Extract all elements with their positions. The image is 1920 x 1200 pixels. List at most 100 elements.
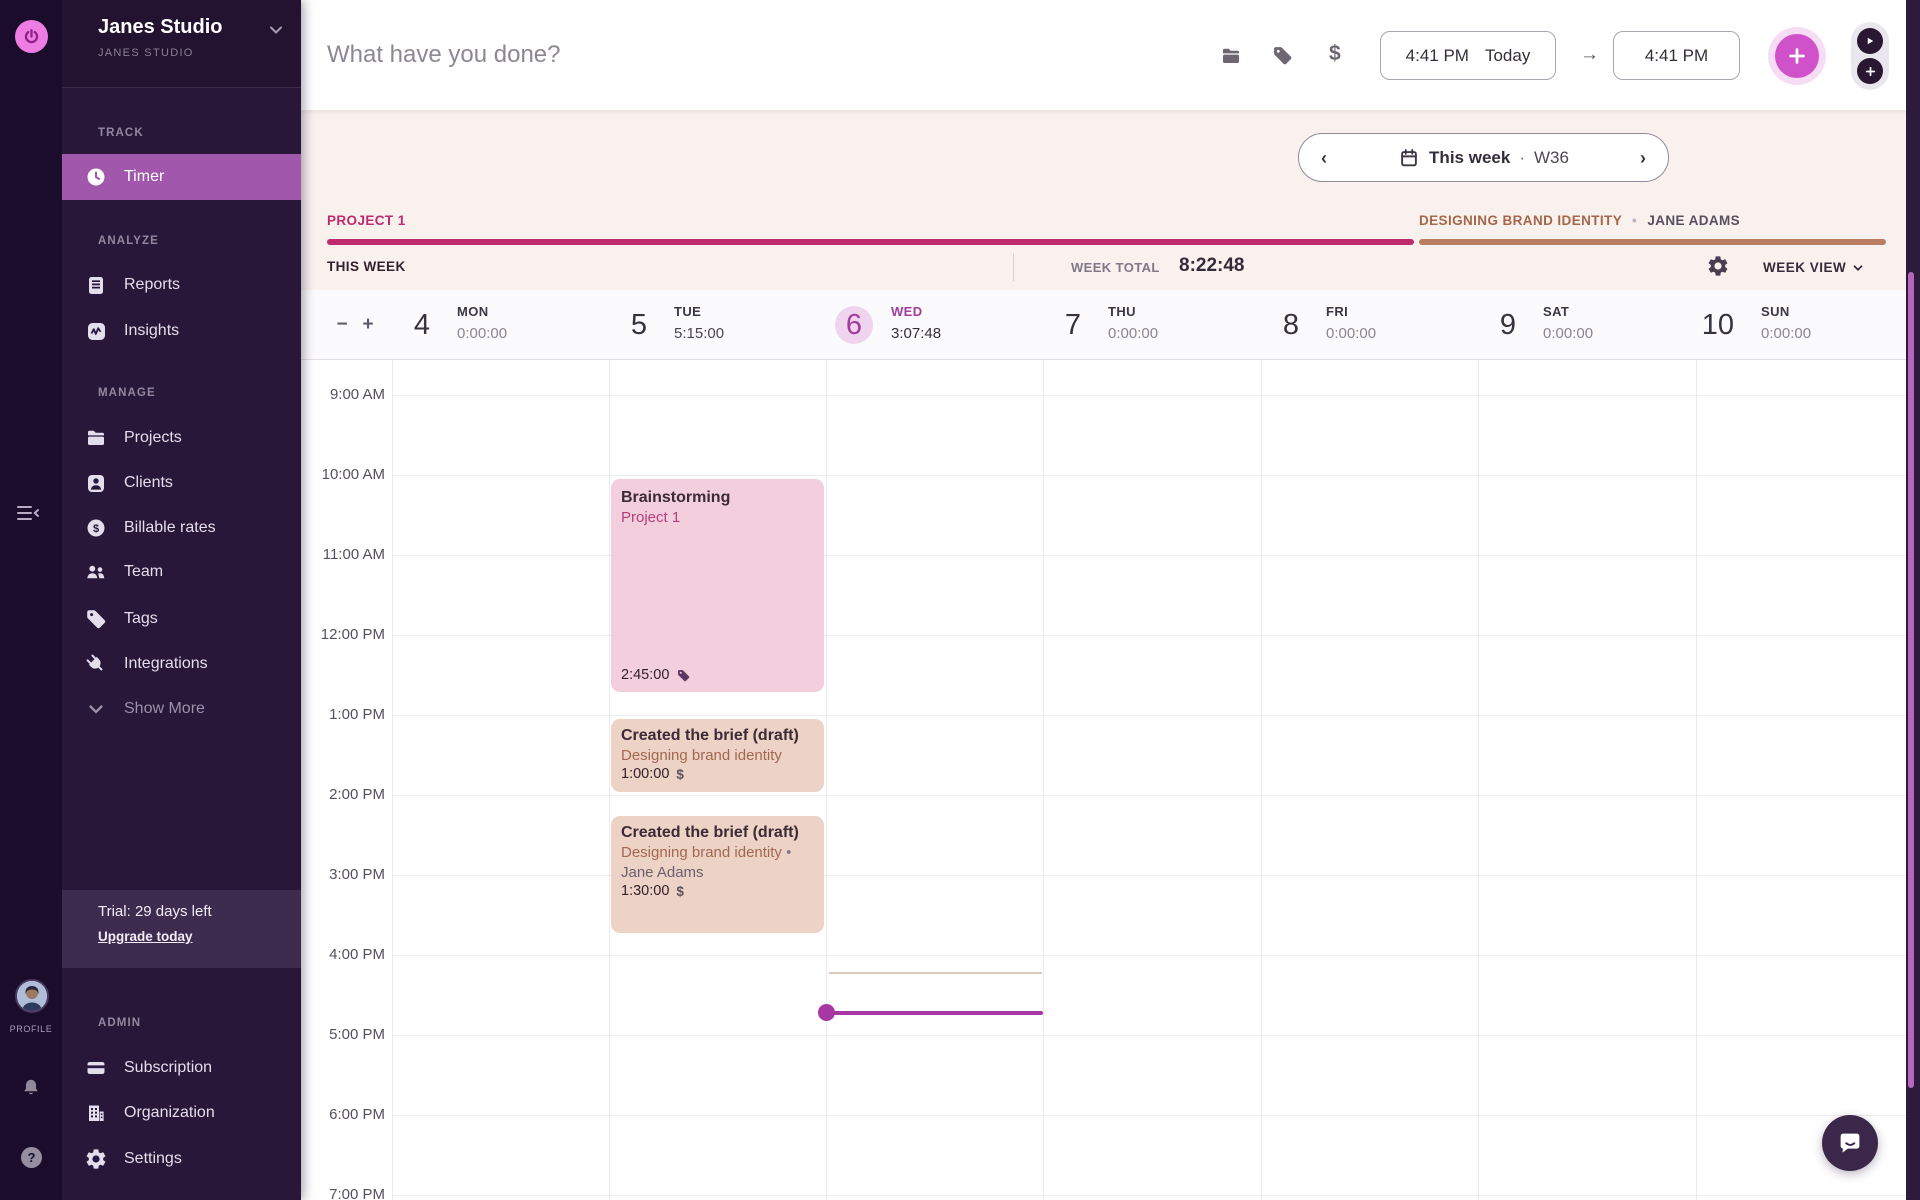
- week-total-value: 8:22:48: [1179, 255, 1245, 276]
- time-entry-brainstorming[interactable]: Brainstorming Project 1 2:45:00: [611, 479, 824, 692]
- billable-button[interactable]: $: [1329, 42, 1341, 66]
- grid-line-horizontal: [392, 875, 1906, 876]
- sidebar-item-show-more[interactable]: Show More: [62, 686, 301, 732]
- project1-label[interactable]: PROJECT 1: [327, 213, 406, 228]
- page-scrollbar-thumb[interactable]: [1908, 272, 1914, 1088]
- entry-duration: 2:45:00: [621, 667, 670, 683]
- end-time-field[interactable]: 4:41 PM: [1613, 31, 1740, 80]
- day-total: 0:00:00: [1326, 325, 1377, 342]
- section-label-admin: ADMIN: [98, 1017, 142, 1029]
- day-number: 8: [1282, 309, 1299, 341]
- brand-power-button[interactable]: [15, 20, 48, 53]
- hour-label: 6:00 PM: [329, 1106, 385, 1123]
- icon-rail: PROFILE ?: [0, 0, 62, 1200]
- notifications-button[interactable]: [20, 1077, 42, 1099]
- page-scrollbar-track: [1906, 0, 1920, 1200]
- sidebar-item-label: Integrations: [124, 655, 208, 672]
- grid-line-horizontal: [392, 715, 1906, 716]
- chevron-down-icon: [84, 697, 108, 721]
- start-day-value: Today: [1484, 45, 1531, 65]
- sidebar-item-clients[interactable]: Clients: [62, 460, 301, 506]
- week-picker-label: This week: [1429, 147, 1511, 167]
- day-column-header-wed-today[interactable]: 6 WED 3:07:48: [826, 290, 1043, 360]
- sidebar-item-billable-rates[interactable]: $ Billable rates: [62, 505, 301, 551]
- sidebar-item-projects[interactable]: Projects: [62, 415, 301, 461]
- day-column-header-fri[interactable]: 8 FRI 0:00:00: [1261, 290, 1478, 360]
- view-mode-dropdown[interactable]: WEEK VIEW: [1763, 260, 1865, 275]
- previous-week-button[interactable]: ‹: [1313, 147, 1335, 169]
- day-column-header-mon[interactable]: 4 MON 0:00:00: [392, 290, 609, 360]
- bullet-separator: •: [1632, 213, 1638, 228]
- upgrade-link[interactable]: Upgrade today: [98, 929, 193, 944]
- grid-line-horizontal: [392, 1115, 1906, 1116]
- week-picker-button[interactable]: This week · W36: [1359, 134, 1608, 181]
- sidebar-item-tags[interactable]: Tags: [62, 596, 301, 642]
- entry-project: Designing brand identity: [621, 844, 782, 861]
- timer-mode-switcher: [1851, 22, 1889, 90]
- tag-icon: [84, 607, 108, 631]
- entry-project-member: Designing brand identity • Jane Adams: [621, 843, 814, 883]
- calendar-settings-button[interactable]: [1706, 254, 1730, 278]
- sidebar-item-settings[interactable]: Settings: [62, 1136, 301, 1182]
- hour-label: 9:00 AM: [329, 386, 385, 403]
- play-icon: [1864, 35, 1876, 47]
- project2-label[interactable]: DESIGNING BRAND IDENTITY • JANE ADAMS: [1419, 213, 1740, 228]
- grid-line-vertical: [392, 360, 393, 1200]
- day-name: THU: [1108, 304, 1136, 319]
- dollar-circle-icon: $: [84, 516, 108, 540]
- sidebar-item-organization[interactable]: Organization: [62, 1090, 301, 1136]
- plug-icon: [84, 652, 108, 676]
- hour-label: 1:00 PM: [329, 706, 385, 723]
- time-entry-created-brief-1[interactable]: Created the brief (draft) Designing bran…: [611, 719, 824, 792]
- sidebar-item-label: Projects: [124, 429, 182, 446]
- day-column-header-sat[interactable]: 9 SAT 0:00:00: [1478, 290, 1695, 360]
- sidebar-item-timer[interactable]: Timer: [62, 154, 301, 200]
- day-column-header-sun[interactable]: 10 SUN 0:00:00: [1696, 290, 1913, 360]
- sidebar-item-subscription[interactable]: Subscription: [62, 1045, 301, 1091]
- help-button[interactable]: ?: [21, 1147, 42, 1168]
- day-column-header-tue[interactable]: 5 TUE 5:15:00: [609, 290, 826, 360]
- manual-mode-button[interactable]: [1857, 58, 1883, 84]
- hour-label: 10:00 AM: [321, 466, 385, 483]
- grid-line-horizontal: [392, 1195, 1906, 1196]
- add-time-entry-button[interactable]: [1768, 27, 1826, 85]
- entry-member: Jane Adams: [621, 864, 704, 881]
- week-calendar-grid[interactable]: 9:00 AM 10:00 AM 11:00 AM 12:00 PM 1:00 …: [301, 360, 1906, 1200]
- trial-banner: Trial: 29 days left Upgrade today: [62, 890, 301, 968]
- zoom-out-button[interactable]: −: [336, 314, 348, 335]
- zoom-in-button[interactable]: +: [362, 314, 374, 335]
- building-icon: [84, 1101, 108, 1125]
- sidebar-item-reports[interactable]: Reports: [62, 262, 301, 308]
- sidebar-collapse-button[interactable]: [15, 501, 41, 525]
- day-name: SUN: [1761, 304, 1790, 319]
- this-week-label: THIS WEEK: [327, 259, 406, 274]
- day-total: 0:00:00: [1543, 325, 1594, 342]
- chevron-right-icon: ›: [1640, 147, 1646, 168]
- tag-icon: [676, 668, 691, 683]
- view-mode-label: WEEK VIEW: [1763, 260, 1847, 275]
- timer-mode-button[interactable]: [1857, 28, 1883, 54]
- day-header-row: − + 4 MON 0:00:00 5 TUE 5:15:00 6 WED 3:…: [301, 290, 1906, 360]
- support-chat-button[interactable]: [1822, 1115, 1878, 1171]
- next-week-button[interactable]: ›: [1632, 147, 1654, 169]
- current-time-indicator-dot: [818, 1004, 835, 1021]
- sidebar-item-insights[interactable]: Insights: [62, 308, 301, 354]
- workspace-switcher[interactable]: Janes Studio JANES STUDIO: [62, 0, 301, 88]
- profile-avatar[interactable]: [15, 979, 49, 1013]
- day-name: SAT: [1543, 304, 1570, 319]
- hour-label: 4:00 PM: [329, 946, 385, 963]
- folder-icon: [1219, 44, 1243, 68]
- day-column-header-thu[interactable]: 7 THU 0:00:00: [1043, 290, 1260, 360]
- day-name: TUE: [674, 304, 702, 319]
- chevron-down-icon: [266, 20, 286, 40]
- start-time-field[interactable]: 4:41 PM Today: [1380, 31, 1556, 80]
- tags-button[interactable]: [1271, 44, 1295, 68]
- project-folder-button[interactable]: [1219, 44, 1243, 68]
- section-label-analyze: ANALYZE: [98, 235, 159, 247]
- sidebar-item-integrations[interactable]: Integrations: [62, 641, 301, 687]
- time-entry-description-input[interactable]: [327, 28, 947, 82]
- sidebar-item-team[interactable]: Team: [62, 549, 301, 595]
- dollar-icon: $: [1329, 42, 1341, 65]
- grid-line-horizontal: [392, 635, 1906, 636]
- time-entry-created-brief-2[interactable]: Created the brief (draft) Designing bran…: [611, 816, 824, 933]
